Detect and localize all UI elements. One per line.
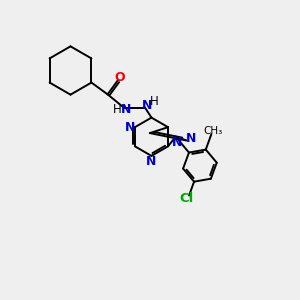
Text: N: N <box>186 132 197 146</box>
Text: N: N <box>121 103 131 116</box>
Text: H: H <box>113 103 122 116</box>
Text: H: H <box>149 94 158 108</box>
Text: N: N <box>142 99 152 112</box>
Text: CH₃: CH₃ <box>203 126 223 136</box>
Text: Cl: Cl <box>180 192 194 205</box>
Text: N: N <box>172 136 182 148</box>
Text: N: N <box>124 121 135 134</box>
Text: N: N <box>146 155 157 168</box>
Text: O: O <box>115 71 125 84</box>
